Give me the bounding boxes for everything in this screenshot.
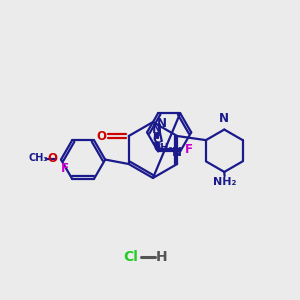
Text: CH₃: CH₃ [28,153,48,163]
Text: N: N [219,112,229,125]
Text: F: F [61,162,68,175]
Text: O: O [47,152,58,165]
Text: NH₂: NH₂ [213,177,237,187]
Text: N: N [172,146,182,159]
Text: O: O [96,130,106,142]
Text: H: H [155,250,167,265]
Text: N: N [152,123,162,136]
Text: F: F [184,143,193,157]
Text: CH₃: CH₃ [153,143,173,153]
Text: Cl: Cl [123,250,138,265]
Text: C: C [152,133,161,146]
Text: N: N [158,117,167,130]
